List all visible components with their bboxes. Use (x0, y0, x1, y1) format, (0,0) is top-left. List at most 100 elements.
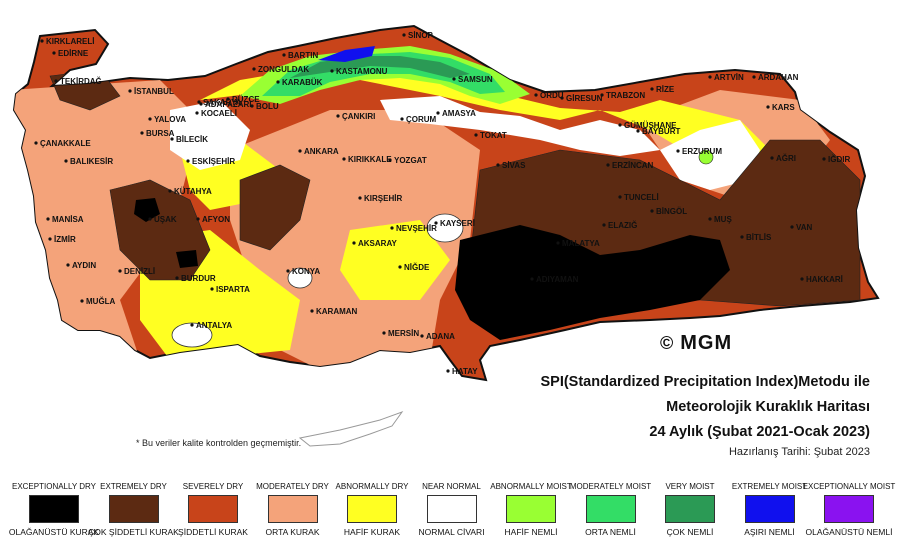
city-label: BİLECİK (176, 135, 208, 144)
city-marker (140, 131, 144, 135)
zone-extremely-moist (318, 46, 375, 62)
legend-turkish-label: HAFİF NEMLİ (504, 527, 558, 537)
legend-english-label: EXCEPTIONALLY DRY (11, 482, 97, 491)
city-marker (358, 196, 362, 200)
city-marker (420, 334, 424, 338)
city-marker (252, 67, 256, 71)
city-label: KAYSERİ (440, 219, 475, 228)
city-marker (64, 159, 68, 163)
legend-swatch (585, 495, 636, 523)
city-label: BİNGÖL (656, 207, 687, 216)
city-label: ADANA (426, 332, 455, 341)
city-label: KIRKLARELİ (46, 37, 94, 46)
city-marker (390, 226, 394, 230)
legend-swatch (188, 495, 238, 523)
city-label: KOCAELİ (201, 109, 237, 118)
city-marker (770, 156, 774, 160)
zone-near-normal-antalya (171, 322, 213, 348)
city-label: MANİSA (52, 215, 84, 224)
legend-turkish-label: ORTA KURAK (265, 527, 320, 537)
city-marker (650, 209, 654, 213)
city-marker (168, 189, 172, 193)
zone-very-moist (290, 56, 470, 78)
city-marker (382, 331, 386, 335)
city-label: DENİZLİ (124, 267, 155, 276)
legend-item: EXCEPTIONALLY DRY OLAĞANÜSTÜ KURAK (6, 470, 102, 537)
legend-swatch (29, 495, 79, 523)
legend-english-label: ABNORMALLY MOIST (490, 482, 572, 491)
city-marker (286, 269, 290, 273)
city-marker (474, 133, 478, 137)
city-marker (148, 117, 152, 121)
city-label: İZMİR (54, 235, 76, 244)
footnote: * Bu veriler kalite kontrolden geçmemişt… (136, 438, 302, 448)
city-marker (650, 87, 654, 91)
legend-turkish-label: OLAĞANÜSTÜ NEMLİ (805, 527, 893, 537)
legend-turkish-label: HAFİF KURAK (343, 527, 401, 537)
city-label: ZONGULDAK (258, 65, 309, 74)
city-marker (534, 93, 538, 97)
city-marker (195, 111, 199, 115)
city-marker (175, 276, 179, 280)
zone-exceptionally-dry-uşak (134, 198, 160, 222)
city-marker (276, 80, 280, 84)
city-label: GÜMÜŞHANE (624, 121, 677, 130)
city-label: AMASYA (442, 109, 476, 118)
city-label: NEVŞEHİR (396, 224, 437, 233)
city-label: ÇANKIRI (342, 112, 375, 121)
city-marker (618, 123, 622, 127)
zone-extremely-dry-ankara (239, 164, 311, 251)
city-label: KONYA (292, 267, 320, 276)
legend-turkish-label: ÇOK ŞİDDETLİ KURAK (88, 527, 179, 537)
city-label: MUŞ (714, 215, 732, 224)
city-label: YALOVA (154, 115, 186, 124)
city-marker (54, 79, 58, 83)
legend-english-label: SEVERELY DRY (182, 482, 244, 491)
city-label: AĞRI (776, 154, 796, 163)
city-label: YOZGAT (394, 156, 427, 165)
city-label: SAKARYA (203, 98, 242, 107)
legend-english-label: ABNORMALLY DRY (335, 482, 409, 491)
city-label: NİĞDE (404, 263, 430, 272)
city-labels: KIRKLARELİ EDİRNE TEKİRDAĞ İSTANBUL YALOVA BU… (34, 31, 850, 376)
city-marker (310, 309, 314, 313)
legend-turkish-label: ÇOK NEMLİ (666, 527, 714, 537)
city-marker (342, 157, 346, 161)
legend-swatch (744, 495, 795, 523)
legend-english-label: MODERATELY DRY (256, 482, 329, 491)
city-marker (52, 51, 56, 55)
city-label: ADIYAMAN (536, 275, 579, 284)
city-label: İSTANBUL (134, 87, 174, 96)
zone-abnormally-dry-konya (340, 220, 450, 300)
title-line-1: SPI(Standardized Precipitation Index)Met… (540, 374, 870, 390)
city-marker (560, 96, 564, 100)
city-marker (618, 195, 622, 199)
city-label: KARABÜK (282, 78, 323, 87)
city-label: KÜTAHYA (174, 187, 212, 196)
city-marker (210, 287, 214, 291)
legend-english-label: VERY MOIST (665, 482, 715, 491)
zone-moderately-dry-west (14, 80, 200, 360)
legend-item: ABNORMALLY DRY HAFİF KURAK (324, 470, 420, 537)
zone-exceptionally-dry-burdur (176, 250, 198, 268)
city-label: TEKİRDAĞ (60, 77, 102, 86)
city-label: BURDUR (181, 274, 216, 283)
city-marker (708, 75, 712, 79)
city-marker (118, 269, 122, 273)
city-label: MERSİN (388, 329, 419, 338)
city-marker (128, 89, 132, 93)
legend-item: NEAR NORMAL NORMAL CİVARI (404, 470, 500, 537)
city-label: ARDAHAN (758, 73, 799, 82)
city-label: AFYON (202, 215, 230, 224)
city-label: BALIKESİR (70, 157, 113, 166)
legend-turkish-label: NORMAL CİVARI (418, 527, 485, 537)
city-marker (800, 277, 804, 281)
legend-swatch (108, 495, 159, 523)
city-marker (436, 111, 440, 115)
city-label: TRABZON (606, 91, 645, 100)
city-label: DÜZCE (232, 95, 260, 104)
zone-near-normal-marmara (170, 100, 250, 170)
city-label: HAKKARİ (806, 275, 843, 284)
legend-item: MODERATELY DRY ORTA KURAK (245, 470, 341, 537)
legend-english-label: MODERATELY MOIST (569, 482, 652, 491)
